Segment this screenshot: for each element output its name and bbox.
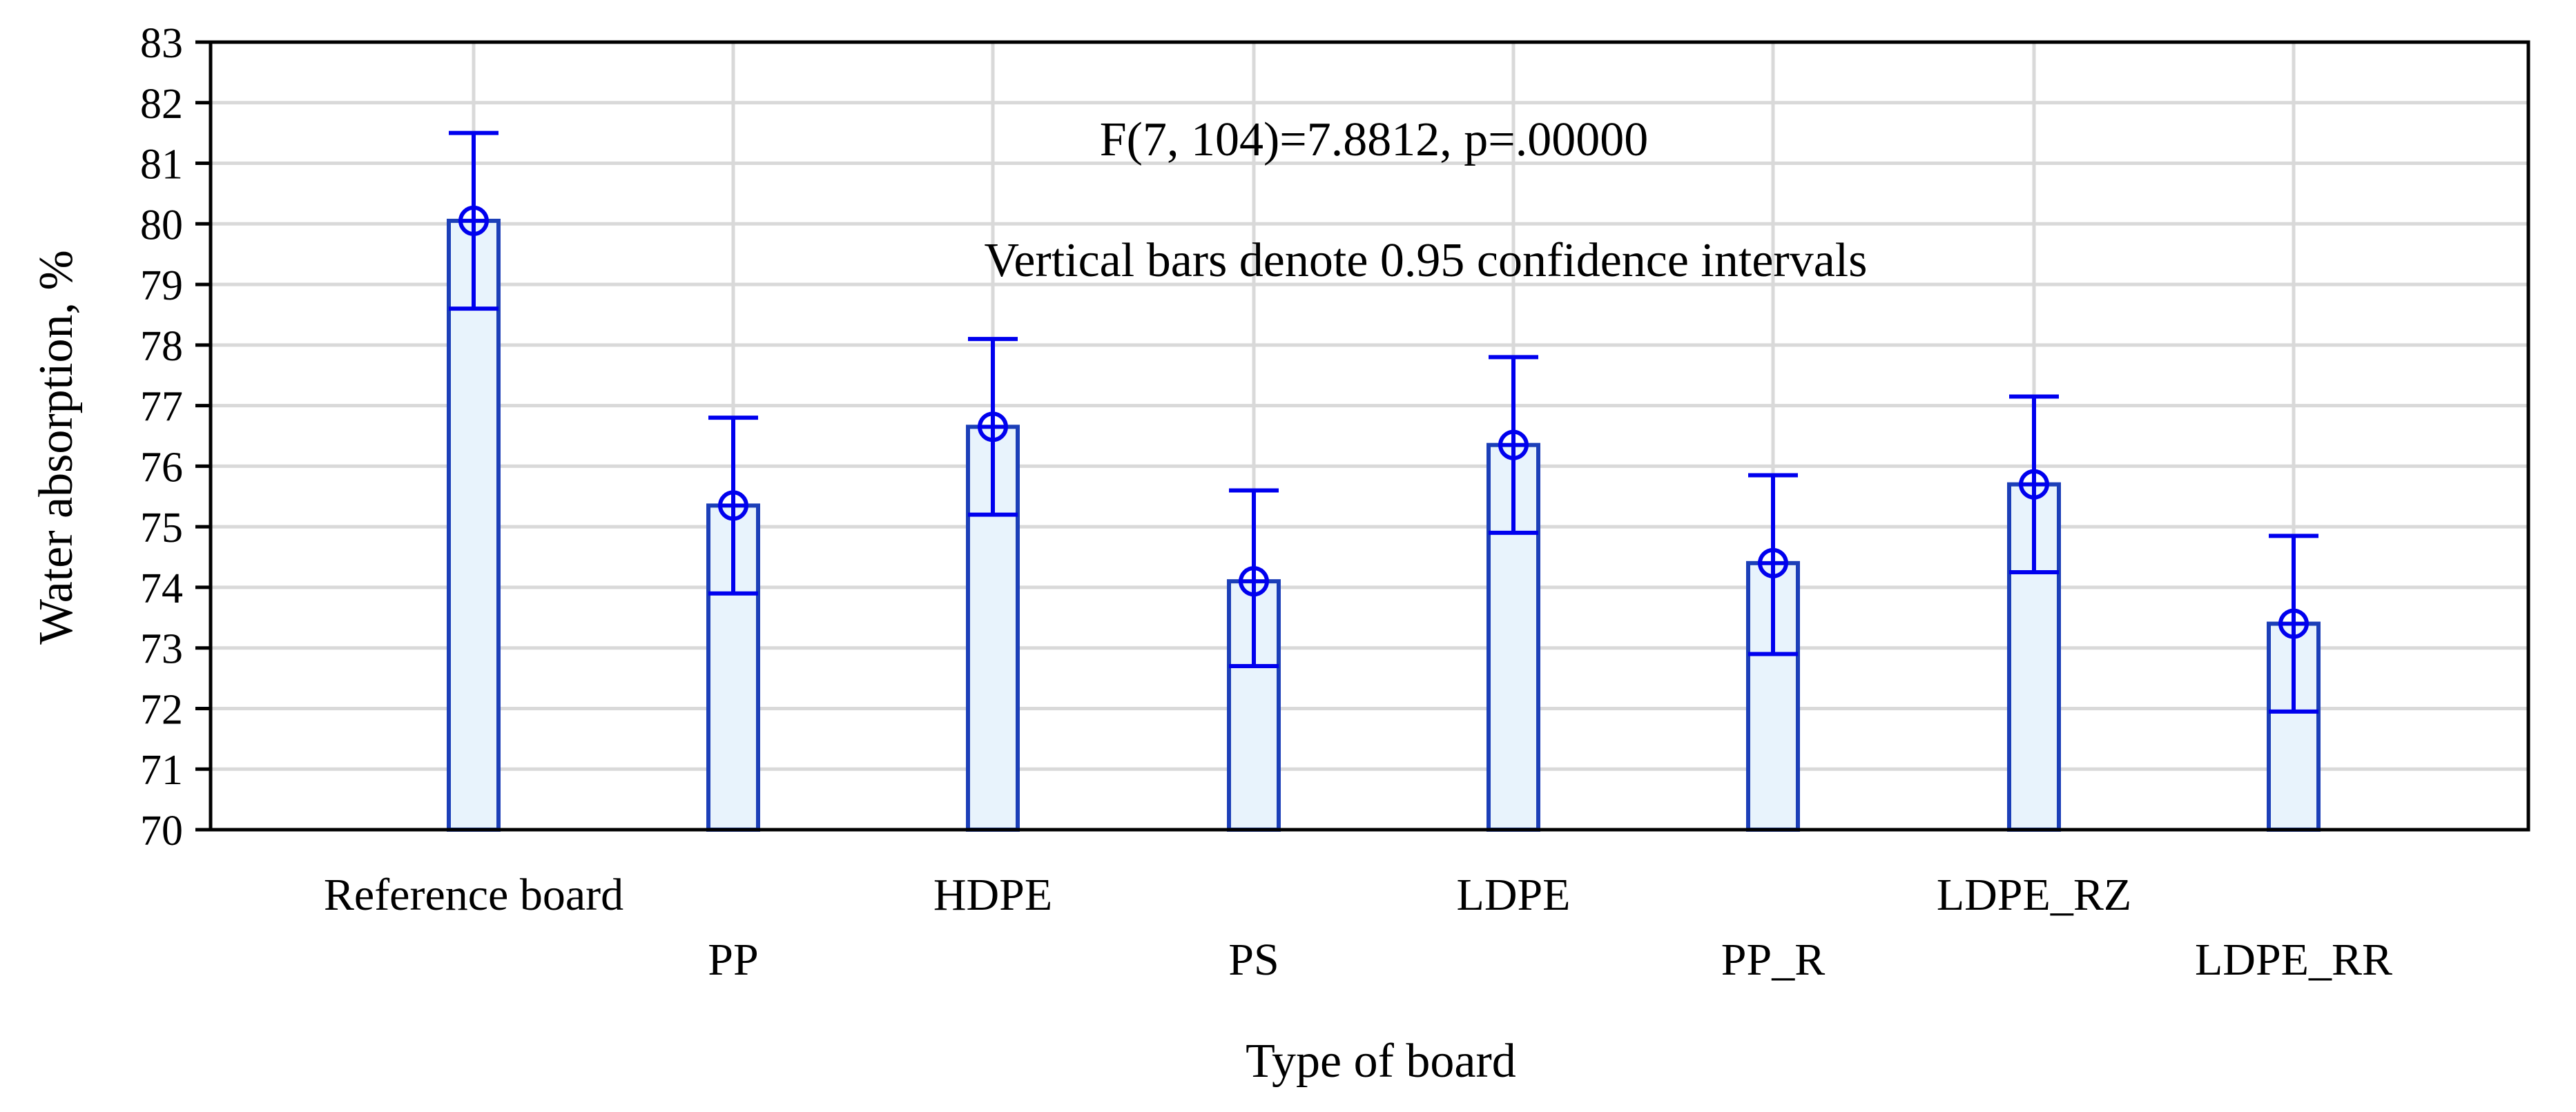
x-category-label: Reference board xyxy=(324,870,623,920)
x-category-label: PS xyxy=(1228,935,1279,985)
y-tick-label: 70 xyxy=(140,808,183,855)
y-tick-label: 80 xyxy=(140,202,183,248)
y-tick-label: 78 xyxy=(140,323,183,370)
x-axis-title: Type of board xyxy=(1246,1035,1516,1088)
y-tick-label: 72 xyxy=(140,686,183,733)
x-category-label: HDPE xyxy=(933,870,1052,920)
y-tick-label: 76 xyxy=(140,444,183,491)
y-axis-title: Water absorption, % xyxy=(30,250,83,645)
y-axis-ticks: 70 71 72 73 74 75 76 77 78 79 80 81 82 83 xyxy=(140,20,211,855)
bar-reference-board xyxy=(447,218,501,832)
x-category-label: LDPE_RZ xyxy=(1937,870,2131,920)
x-category-label: PP_R xyxy=(1721,935,1825,985)
error-bars xyxy=(449,130,2318,714)
y-tick-label: 74 xyxy=(140,565,183,612)
y-tick-label: 75 xyxy=(140,505,183,552)
y-tick-label: 82 xyxy=(140,81,183,128)
confidence-note: Vertical bars denote 0.95 confidence int… xyxy=(985,234,1868,287)
anova-annotation: F(7, 104)=7.8812, p=.00000 xyxy=(1100,113,1649,166)
y-tick-label: 73 xyxy=(140,626,183,673)
x-category-label: LDPE_RR xyxy=(2195,935,2392,985)
x-category-label: LDPE xyxy=(1457,870,1571,920)
x-axis-category-labels: Reference board PP HDPE PS LDPE PP_R LDPE_RZ LD… xyxy=(324,870,2392,985)
x-category-label: PP xyxy=(708,935,758,985)
y-tick-label: 83 xyxy=(140,20,183,67)
y-tick-label: 77 xyxy=(140,384,183,431)
plot-frame xyxy=(209,40,2530,832)
y-tick-label: 79 xyxy=(140,262,183,309)
y-tick-label: 81 xyxy=(140,142,183,188)
bar-ldpe xyxy=(1486,442,1540,832)
bars xyxy=(447,218,2321,832)
y-tick-label: 71 xyxy=(140,747,183,794)
